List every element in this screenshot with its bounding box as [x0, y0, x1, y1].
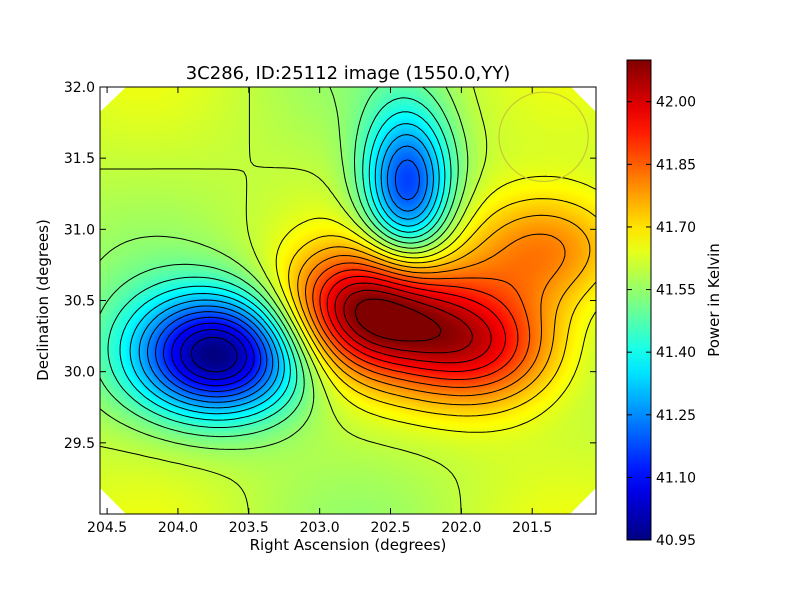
colorbar-tick-label: 42.00: [656, 95, 696, 111]
y-axis-label: Declination (degrees): [34, 219, 52, 381]
contour-line: [334, 282, 492, 364]
contour-line: [163, 316, 262, 392]
x-tick-label: 202.5: [370, 520, 410, 536]
contour-line: [171, 322, 255, 387]
colorbar-tick-label: 41.85: [656, 157, 696, 173]
contour-line: [190, 336, 238, 373]
colorbar-tick-label: 41.70: [656, 220, 696, 236]
contour-line: [305, 233, 566, 397]
x-tick-label: 202.0: [441, 520, 481, 536]
contour-line: [297, 214, 591, 406]
x-tick-label: 201.5: [512, 520, 552, 536]
contour-line: [275, 175, 596, 433]
colorbar-tick-label: 40.95: [656, 533, 696, 549]
contour-line: [100, 87, 459, 438]
heatmap-image: [100, 87, 596, 514]
contour-line: [129, 123, 440, 415]
y-tick-label: 31.5: [64, 151, 95, 167]
contour-line: [312, 262, 531, 388]
contour-line: [119, 111, 446, 421]
contour-line: [107, 97, 452, 428]
contour-line: [355, 298, 442, 342]
chart-title: 3C286, ID:25112 image (1550.0,YY): [186, 63, 511, 84]
contour-line: [155, 159, 420, 398]
contour-line: [100, 87, 469, 450]
contour-line: [288, 198, 596, 417]
colorbar-gradient: [626, 59, 652, 541]
y-tick-label: 32.0: [64, 80, 95, 96]
contour-line: [326, 275, 506, 372]
colorbar-tick-label: 41.40: [656, 345, 696, 361]
contour-lines: [100, 87, 596, 514]
contour-line: [147, 145, 428, 403]
beam-circle: [498, 91, 589, 183]
y-tick-label: 30.0: [64, 365, 95, 381]
contour-line: [100, 87, 488, 514]
contour-line: [319, 269, 519, 380]
x-tick-label: 203.5: [229, 520, 269, 536]
x-axis-ticks: 204.5 204.0 203.5 203.0 202.5 202.0 201.5: [87, 87, 552, 536]
colorbar: 40.95 41.10 41.25 41.40 41.55 41.70 41.85 42.00…: [626, 59, 723, 549]
y-tick-label: 30.5: [64, 294, 95, 310]
x-tick-label: 204.0: [158, 520, 198, 536]
colorbar-tick-label: 41.10: [656, 470, 696, 486]
colorbar-tick-label: 41.55: [656, 283, 696, 299]
colorbar-tick-label: 41.25: [656, 408, 696, 424]
contour-line: [138, 134, 434, 409]
x-axis-label: Right Ascension (degrees): [250, 536, 447, 554]
colorbar-ticks: 40.95 41.10 41.25 41.40 41.55 41.70 41.85 42.00: [627, 95, 696, 549]
y-axis-ticks: 29.5 30.0 30.5 31.0 31.5 32.0: [64, 80, 596, 452]
colorbar-label: Power in Kelvin: [705, 243, 723, 357]
contour-line: [343, 289, 473, 354]
y-tick-label: 29.5: [64, 436, 95, 452]
x-tick-label: 204.5: [87, 520, 127, 536]
contour-line: [180, 329, 247, 380]
y-tick-label: 31.0: [64, 222, 95, 238]
x-tick-label: 203.0: [300, 520, 340, 536]
plot-area: [99, 86, 597, 515]
